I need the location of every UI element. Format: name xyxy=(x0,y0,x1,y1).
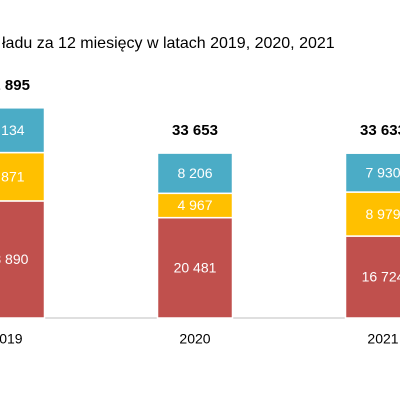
value-label: 4 967 xyxy=(177,197,212,213)
x-tick-label: 2020 xyxy=(179,331,210,347)
total-label: 42 895 xyxy=(0,77,30,94)
value-label: 7 930 xyxy=(365,164,400,180)
value-label: 16 724 xyxy=(362,269,400,285)
chart-title: ładu za 12 miesięcy w latach 2019, 2020,… xyxy=(2,35,335,52)
bar-segment xyxy=(156,152,234,195)
value-label: 9 134 xyxy=(0,122,25,138)
value-label: 8 979 xyxy=(365,206,400,222)
x-tick-label: 2019 xyxy=(0,331,23,347)
bar-segment xyxy=(156,216,234,319)
value-label: 23 890 xyxy=(0,251,29,267)
value-label: 20 481 xyxy=(174,260,217,276)
total-label: 33 653 xyxy=(172,122,218,139)
x-tick-label: 2021 xyxy=(367,331,398,347)
bar-segment xyxy=(344,152,400,193)
value-label: 8 206 xyxy=(177,165,212,181)
bar-segment xyxy=(0,107,46,154)
total-label: 33 633 xyxy=(360,122,400,139)
value-label: 9 871 xyxy=(0,168,25,184)
